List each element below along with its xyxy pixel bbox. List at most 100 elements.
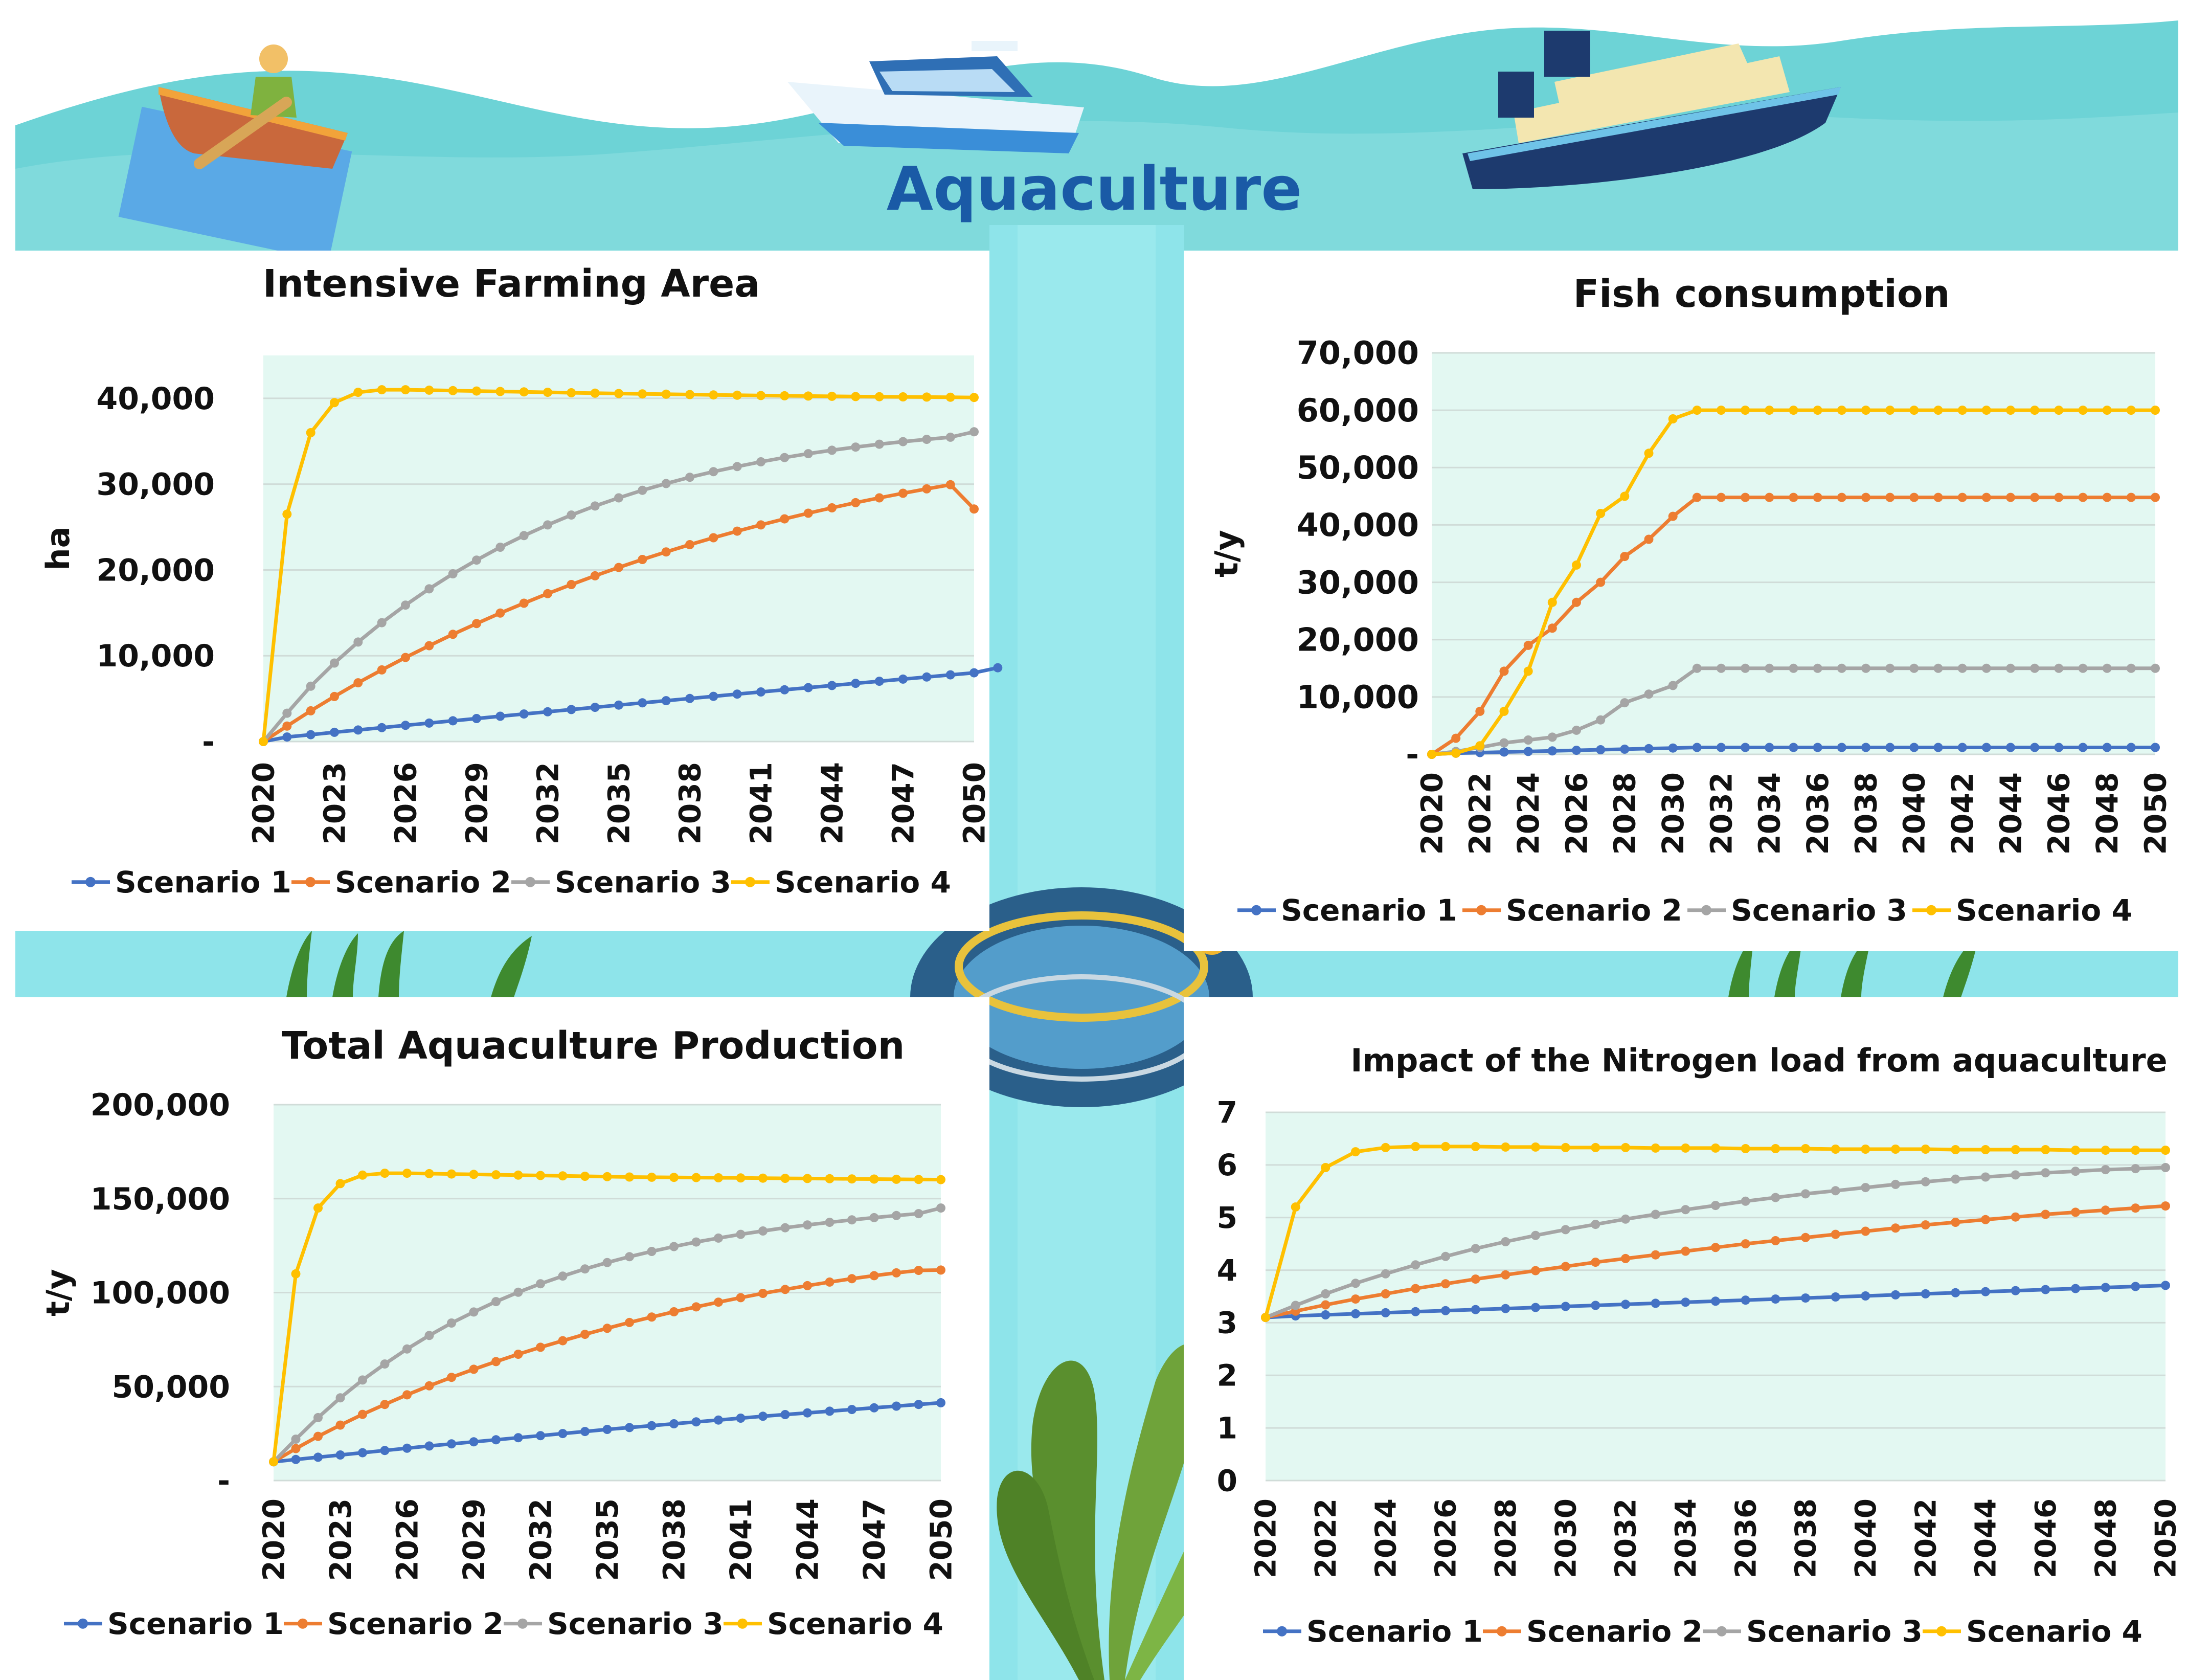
data-point [669, 1173, 679, 1182]
data-point [1596, 509, 1606, 518]
series-4 [269, 1169, 945, 1467]
data-point [756, 687, 765, 697]
data-point [1499, 747, 1509, 757]
legend-entry: Scenario 2 [1483, 1614, 1703, 1649]
data-point [736, 1293, 746, 1303]
data-point [330, 691, 339, 701]
data-point [1861, 492, 1870, 502]
data-point [1351, 1147, 1360, 1157]
data-point [335, 1179, 345, 1189]
data-point [709, 533, 718, 543]
data-point [709, 467, 718, 477]
y-axis-label: ha [39, 527, 77, 571]
x-tick-label: 2028 [1490, 1498, 1523, 1578]
data-point [1501, 1142, 1510, 1152]
legend-label: Scenario 4 [775, 865, 951, 900]
x-tick-label: 2040 [1897, 772, 1932, 855]
data-point [1620, 744, 1630, 754]
data-point [638, 555, 647, 564]
legend-label: Scenario 1 [107, 1606, 284, 1641]
data-point [780, 1223, 790, 1233]
data-point [330, 658, 339, 668]
data-point [669, 1419, 679, 1428]
x-tick-label: 2020 [1414, 772, 1449, 855]
data-point [1885, 663, 1895, 673]
data-point [2126, 743, 2136, 752]
legend-entry: Scenario 4 [724, 1606, 943, 1641]
data-point [543, 707, 552, 716]
data-point [936, 1265, 945, 1275]
data-point [1957, 406, 1967, 415]
y-tick-label: 7 [1217, 1095, 1237, 1130]
data-point [874, 493, 884, 503]
data-point [590, 703, 600, 712]
data-point [424, 1441, 434, 1451]
data-point [936, 1398, 945, 1407]
data-point [1381, 1143, 1390, 1152]
data-point [353, 637, 363, 647]
data-point [2071, 1146, 2080, 1155]
data-point [1651, 1298, 1660, 1308]
data-point [756, 457, 765, 466]
data-point [803, 1408, 812, 1418]
legend-label: Scenario 4 [1966, 1614, 2142, 1649]
x-tick-label: 2046 [2029, 1498, 2063, 1578]
legend-label: Scenario 2 [1526, 1614, 1703, 1649]
data-point [1711, 1243, 1720, 1252]
x-tick-label: 2026 [1559, 772, 1594, 855]
y-axis-label: t/y [39, 1269, 77, 1316]
data-point [2006, 663, 2015, 673]
panel-farming-area: Intensive Farming Area - 10,000 20,000 30,00… [15, 251, 1003, 931]
data-point [827, 445, 837, 455]
legend-marker [85, 877, 96, 887]
data-point [914, 1400, 923, 1409]
data-point [1741, 1295, 1750, 1305]
data-point [1621, 1253, 1630, 1263]
data-point [2102, 492, 2112, 502]
data-point [2126, 663, 2136, 673]
data-point [447, 1373, 456, 1382]
data-point [714, 1415, 723, 1425]
data-point [1596, 577, 1606, 587]
data-point [1921, 1177, 1930, 1186]
data-point [1741, 1239, 1750, 1249]
data-point [358, 1170, 367, 1180]
data-point [469, 1170, 479, 1179]
data-point [922, 484, 932, 494]
series-3 [259, 427, 979, 746]
legend-entry: Scenario 4 [1923, 1614, 2142, 1649]
data-point [969, 668, 979, 678]
data-point [447, 1169, 456, 1179]
data-point [1451, 748, 1461, 758]
data-point [1981, 1145, 1990, 1154]
data-point [1765, 663, 1774, 673]
data-point [714, 1233, 723, 1243]
data-point [2011, 1286, 2020, 1295]
chart-title: Impact of the Nitrogen load from aquacul… [1350, 1042, 2167, 1079]
data-point [1681, 1297, 1690, 1307]
data-point [1644, 534, 1654, 544]
data-point [691, 1237, 701, 1247]
data-point [847, 1174, 856, 1184]
data-point [358, 1409, 367, 1419]
x-tick-label: 2026 [390, 1498, 424, 1581]
legend-entry: Scenario 1 [1237, 893, 1457, 928]
data-point [313, 1413, 323, 1422]
data-point [1668, 681, 1678, 690]
data-point [1692, 406, 1702, 415]
data-point [448, 386, 458, 395]
data-point [2101, 1165, 2110, 1175]
data-point [803, 1174, 812, 1183]
plot-area [1432, 353, 2155, 754]
data-point [2011, 1170, 2020, 1180]
data-point [1711, 1201, 1720, 1211]
x-tick-label: 2034 [1670, 1498, 1703, 1578]
data-point [469, 1364, 479, 1374]
legend-label: Scenario 3 [555, 865, 731, 900]
data-point [1831, 1186, 1840, 1196]
data-point [1957, 492, 1967, 502]
y-tick-label: 40,000 [1297, 506, 1419, 544]
data-point [1411, 1284, 1420, 1293]
y-tick-label: 5 [1217, 1200, 1237, 1235]
legend-entry: Scenario 1 [1263, 1614, 1483, 1649]
